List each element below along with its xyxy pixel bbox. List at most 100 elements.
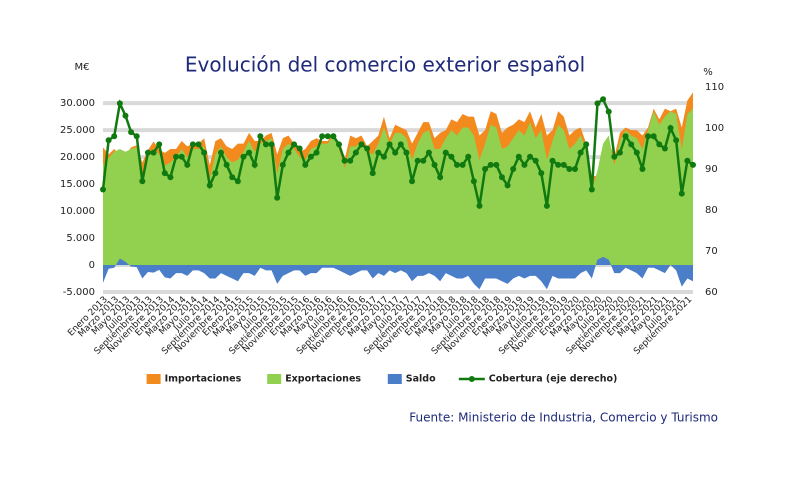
point [139, 178, 146, 185]
point [504, 182, 511, 189]
point [661, 145, 668, 152]
point [392, 149, 399, 156]
point [583, 141, 590, 148]
legend-swatch [387, 374, 402, 384]
y2-tick-label: 110 [705, 82, 724, 93]
point [498, 174, 505, 181]
y2-axis-label: % [703, 67, 713, 78]
point [639, 166, 646, 172]
point [532, 157, 539, 164]
y2-tick-label: 60 [705, 287, 718, 298]
point [476, 202, 483, 209]
line [101, 97, 694, 207]
point [184, 161, 191, 168]
y2-tick-label: 70 [705, 246, 718, 257]
point [667, 125, 674, 131]
point [133, 133, 140, 140]
point [319, 133, 326, 140]
point [470, 178, 477, 185]
point [285, 149, 292, 156]
point [409, 178, 416, 185]
point [218, 149, 224, 156]
point [274, 194, 281, 201]
point [291, 141, 298, 148]
point [538, 170, 545, 177]
point [425, 149, 432, 156]
point [257, 133, 264, 140]
y-tick-label: 20.000 [60, 152, 95, 163]
point [527, 153, 534, 160]
point [262, 141, 269, 148]
point [336, 141, 342, 148]
point [515, 153, 522, 160]
point [442, 149, 449, 156]
point [403, 149, 410, 156]
point [510, 166, 517, 172]
y2-tick-label: 100 [705, 123, 724, 134]
point [594, 100, 601, 107]
point [341, 157, 348, 164]
legend-label: Cobertura (eje derecho) [489, 374, 618, 385]
point [616, 149, 623, 156]
y-tick-label: 30.000 [60, 98, 95, 109]
point [633, 149, 640, 156]
point [251, 161, 258, 168]
point [324, 133, 331, 140]
point [572, 166, 578, 172]
point [543, 202, 550, 209]
point [150, 149, 157, 156]
point [555, 161, 562, 168]
point [296, 145, 303, 152]
point [173, 153, 180, 160]
point [397, 141, 404, 148]
legend-swatch [468, 376, 475, 382]
chart-title: Evolución del comercio exterior español [185, 53, 585, 77]
point [386, 141, 393, 148]
point [465, 153, 472, 160]
legend-swatch [146, 374, 161, 384]
point [144, 149, 151, 156]
point [240, 153, 247, 160]
point [431, 161, 438, 168]
point [358, 141, 365, 148]
area [103, 256, 693, 290]
point [650, 133, 657, 140]
point [611, 153, 618, 160]
point [420, 157, 427, 164]
point [577, 149, 584, 156]
legend-label: Importaciones [165, 374, 242, 385]
point [307, 153, 314, 160]
point [246, 149, 253, 156]
y-axis-label: M€ [75, 62, 90, 73]
point [201, 149, 208, 156]
point [673, 137, 680, 144]
point [347, 157, 354, 164]
point [380, 153, 387, 160]
point [566, 166, 573, 172]
y2-tick-label: 80 [705, 205, 718, 216]
point [330, 133, 337, 140]
point [105, 137, 112, 144]
point [100, 186, 106, 193]
point [588, 186, 595, 193]
point [487, 161, 494, 168]
y2-tick-label: 90 [705, 164, 718, 175]
y-tick-label: 0 [89, 260, 95, 271]
point [161, 170, 168, 177]
y-tick-label: 15.000 [60, 179, 95, 190]
legend-label: Exportaciones [285, 374, 361, 385]
y-tick-label: 10.000 [60, 206, 95, 217]
point [302, 161, 309, 168]
point [414, 157, 421, 164]
legend-swatch [267, 374, 282, 384]
point [690, 161, 696, 168]
point [656, 141, 663, 148]
point [375, 149, 382, 156]
point [313, 149, 320, 156]
point [206, 182, 213, 189]
point [560, 161, 567, 168]
area [103, 108, 693, 266]
point [279, 161, 286, 168]
y-tick-label: 25.000 [60, 125, 95, 136]
